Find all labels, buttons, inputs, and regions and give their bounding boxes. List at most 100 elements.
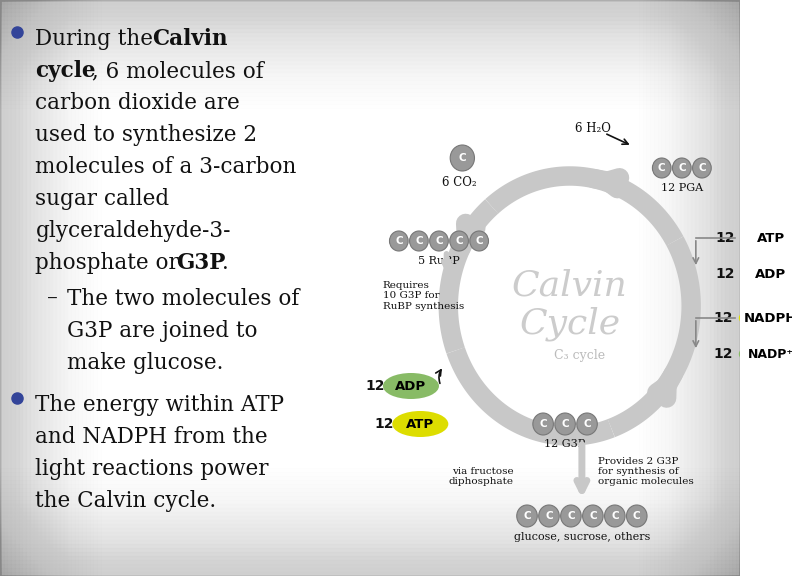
Text: C: C xyxy=(658,163,665,173)
Bar xyxy=(733,0,740,576)
Text: C₃ cycle: C₃ cycle xyxy=(554,350,604,362)
Bar xyxy=(0,0,740,108)
Circle shape xyxy=(672,158,691,178)
Text: used to synthesize 2: used to synthesize 2 xyxy=(36,124,257,146)
Bar xyxy=(0,564,740,576)
Bar xyxy=(680,0,740,576)
Text: –: – xyxy=(47,288,58,310)
Bar xyxy=(657,0,740,576)
Bar xyxy=(0,572,740,576)
Text: C: C xyxy=(545,511,553,521)
Text: C: C xyxy=(698,163,706,173)
Circle shape xyxy=(583,505,604,527)
Bar xyxy=(0,0,52,576)
Text: C: C xyxy=(539,419,547,429)
Circle shape xyxy=(561,505,581,527)
Bar xyxy=(0,0,740,24)
Text: C: C xyxy=(435,236,443,246)
Bar xyxy=(0,484,740,576)
Circle shape xyxy=(450,145,474,171)
Text: 12: 12 xyxy=(715,231,735,245)
Bar xyxy=(635,0,740,576)
Text: C: C xyxy=(459,153,466,163)
Bar xyxy=(725,0,740,576)
Bar xyxy=(0,0,740,60)
Circle shape xyxy=(390,231,408,251)
Text: C: C xyxy=(583,419,591,429)
Circle shape xyxy=(604,505,625,527)
Bar xyxy=(0,0,740,76)
Text: C: C xyxy=(415,236,423,246)
Bar xyxy=(0,0,74,576)
Bar xyxy=(0,0,740,96)
Text: light reactions power: light reactions power xyxy=(36,458,269,480)
Bar xyxy=(0,0,740,112)
Bar xyxy=(0,0,740,4)
Text: ATP: ATP xyxy=(756,232,785,244)
Bar xyxy=(0,468,740,576)
Text: ADP: ADP xyxy=(395,380,427,392)
Bar xyxy=(661,0,740,576)
Text: 12: 12 xyxy=(365,379,385,393)
Bar xyxy=(0,0,740,36)
Text: 6 H₂O: 6 H₂O xyxy=(575,122,611,135)
Bar xyxy=(0,0,89,576)
Bar xyxy=(0,0,37,576)
Circle shape xyxy=(577,413,597,435)
Ellipse shape xyxy=(741,261,792,287)
Bar xyxy=(0,492,740,576)
Circle shape xyxy=(450,231,468,251)
Bar xyxy=(0,0,740,84)
Bar xyxy=(0,0,67,576)
Text: glyceraldehyde-3-: glyceraldehyde-3- xyxy=(36,220,231,242)
Text: via fructose
diphosphate: via fructose diphosphate xyxy=(449,467,514,486)
Text: glucose, sucrose, others: glucose, sucrose, others xyxy=(514,532,650,542)
Bar xyxy=(642,0,740,576)
Text: carbon dioxide are: carbon dioxide are xyxy=(36,92,240,114)
Circle shape xyxy=(653,158,671,178)
Text: Cycle: Cycle xyxy=(520,307,620,341)
Circle shape xyxy=(626,505,647,527)
Bar xyxy=(0,0,33,576)
Text: Calvin: Calvin xyxy=(152,28,227,50)
Bar xyxy=(676,0,740,576)
Bar xyxy=(0,0,740,12)
Bar xyxy=(0,488,740,576)
Bar xyxy=(0,0,56,576)
Bar xyxy=(699,0,740,576)
Bar xyxy=(0,0,105,576)
Bar xyxy=(718,0,740,576)
Text: C: C xyxy=(524,511,531,521)
Text: C: C xyxy=(455,236,463,246)
Bar xyxy=(0,0,740,116)
Text: During the: During the xyxy=(36,28,160,50)
Bar xyxy=(0,0,48,576)
Bar xyxy=(0,0,740,68)
Ellipse shape xyxy=(739,341,792,367)
Bar xyxy=(672,0,740,576)
Bar xyxy=(0,0,740,64)
Bar xyxy=(729,0,740,576)
Bar xyxy=(0,0,19,576)
Bar xyxy=(0,508,740,576)
Bar xyxy=(646,0,740,576)
Text: 12: 12 xyxy=(715,267,735,281)
Bar xyxy=(683,0,740,576)
Bar xyxy=(0,0,740,80)
Text: 12: 12 xyxy=(714,311,733,325)
Bar xyxy=(0,0,86,576)
Bar xyxy=(0,556,740,576)
Bar xyxy=(0,536,740,576)
Bar xyxy=(0,0,109,576)
Bar xyxy=(695,0,740,576)
Bar xyxy=(0,520,740,576)
Bar xyxy=(0,0,7,576)
Text: cycle: cycle xyxy=(36,60,96,82)
Circle shape xyxy=(555,413,575,435)
Text: G3P are joined to: G3P are joined to xyxy=(67,320,257,342)
Text: C: C xyxy=(567,511,575,521)
Bar xyxy=(0,0,740,44)
Bar xyxy=(0,0,740,104)
Bar xyxy=(665,0,740,576)
Bar xyxy=(0,0,740,48)
